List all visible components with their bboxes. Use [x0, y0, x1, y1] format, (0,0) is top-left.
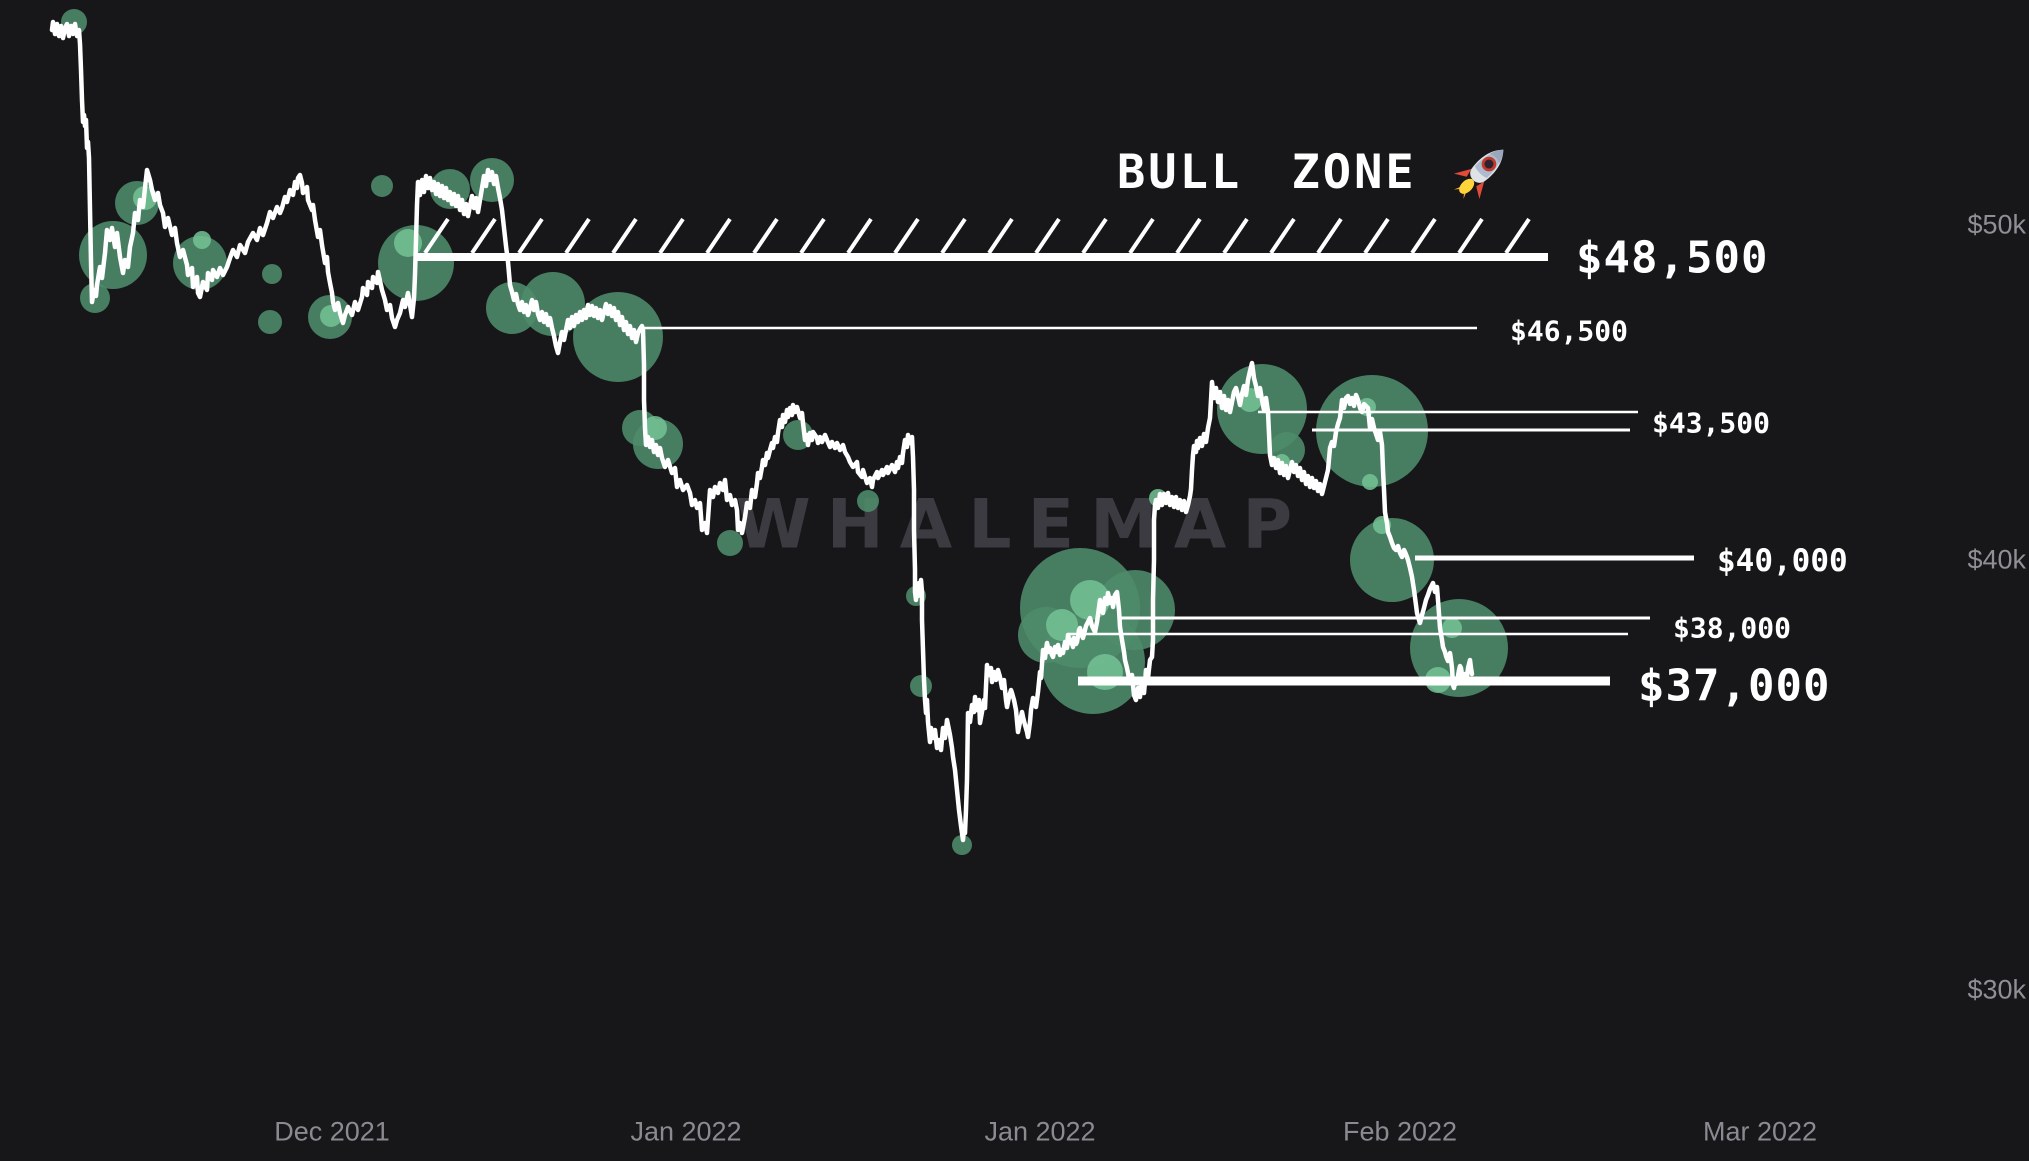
bull-zone-hatch-mark	[1222, 217, 1249, 255]
bull-zone-hatch-mark	[846, 217, 873, 255]
bull-zone-label: BULL ZONE	[1117, 144, 1417, 200]
bull-zone-hatch-mark	[705, 217, 732, 255]
bull-zone-hatch-mark	[1034, 217, 1061, 255]
watermark: WHALEMAP	[735, 485, 1309, 565]
bull-zone-hatch-mark	[423, 217, 450, 255]
whale-bubble	[1362, 474, 1378, 490]
bull-zone-hatch-mark	[893, 217, 920, 255]
bull-zone-hatch-mark	[752, 217, 779, 255]
whale-bubble	[643, 416, 667, 440]
whale-bubble	[193, 231, 211, 249]
bull-zone-hatch-mark	[1316, 217, 1343, 255]
bull-zone-hatch-mark	[1410, 217, 1437, 255]
bull-zone-annotation: BULL ZONE	[1117, 136, 1517, 208]
bull-zone-hatch-mark	[1081, 217, 1108, 255]
bull-zone-hatch-mark	[940, 217, 967, 255]
whale-bubble	[258, 310, 282, 334]
bull-zone-hatch-mark	[517, 217, 544, 255]
bull-zone-hatch-mark	[1128, 217, 1155, 255]
bull-zone-hatch-mark	[987, 217, 1014, 255]
whale-bubble	[717, 530, 743, 556]
rocket-icon	[1453, 149, 1503, 200]
bull-zone-hatch-mark	[1457, 217, 1484, 255]
whale-bubble	[262, 264, 282, 284]
bull-zone-hatch-mark	[799, 217, 826, 255]
whale-bubble	[910, 675, 932, 697]
bull-zone-hatch-mark	[1504, 217, 1531, 255]
bull-zone-hatch-mark	[1175, 217, 1202, 255]
whale-bubble	[857, 490, 879, 512]
bull-zone-hatch-mark	[658, 217, 685, 255]
bull-zone-hatch-mark	[611, 217, 638, 255]
bull-zone-hatch-mark	[470, 217, 497, 255]
price-line	[49, 19, 1475, 843]
bull-zone-hatch-mark	[1363, 217, 1390, 255]
bull-zone-hatch-mark	[564, 217, 591, 255]
bull-zone-hatch-mark	[1269, 217, 1296, 255]
whale-bubble	[371, 175, 393, 197]
whale-bubble	[952, 835, 972, 855]
